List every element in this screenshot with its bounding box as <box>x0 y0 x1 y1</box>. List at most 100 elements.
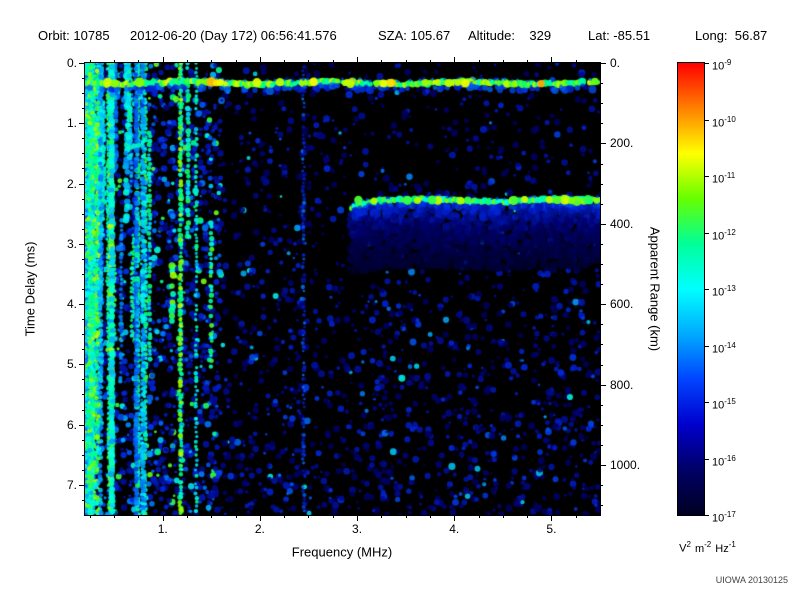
y2-minor-tick-mark <box>600 83 603 85</box>
x-minor-tick-mark <box>527 515 529 518</box>
colorbar-tick-base: 10 <box>712 512 725 525</box>
y2-tick-label: 600. <box>610 297 634 312</box>
colorbar-tick-label: 10-15 <box>712 395 736 413</box>
colorbar-tick-label: 10-9 <box>712 56 731 74</box>
y-tick-label: 6. <box>66 417 77 432</box>
colorbar-tick-label: 10-11 <box>712 169 735 187</box>
colorbar-tick-label: 10-14 <box>712 339 736 357</box>
y-tick-mark <box>79 304 85 306</box>
x-tick-label: 2. <box>254 522 265 536</box>
y-tick-label: 3. <box>66 236 77 251</box>
colorbar-tick-exp: -10 <box>724 114 736 124</box>
y2-minor-tick-mark <box>600 103 603 105</box>
header-long: Long: 56.87 <box>695 28 768 43</box>
x-minor-tick-mark <box>308 60 310 63</box>
y-minor-tick-mark <box>82 439 85 441</box>
x-tick-mark <box>259 515 261 521</box>
unit-exp: -1 <box>728 540 736 549</box>
header-datetime: 2012-06-20 (Day 172) 06:56:41.576 <box>130 28 337 43</box>
colorbar-tick-label: 10-17 <box>712 508 736 526</box>
colorbar-tick-mark <box>704 232 709 234</box>
y-minor-tick-mark <box>82 469 85 471</box>
x-minor-tick-mark <box>405 60 407 63</box>
y2-axis-title: Apparent Range (km) <box>647 226 663 352</box>
y2-tick-label: 400. <box>610 216 634 231</box>
y-tick-label: 1. <box>66 116 77 131</box>
y2-minor-tick-mark <box>600 424 603 426</box>
colorbar-tick-base: 10 <box>712 60 725 73</box>
y-minor-tick-mark <box>82 258 85 260</box>
y-tick-label: 5. <box>66 357 77 372</box>
y2-minor-tick-mark <box>600 364 603 366</box>
x-tick-mark <box>162 57 164 63</box>
colorbar-tick-base: 10 <box>712 117 725 130</box>
watermark: UIOWA 20130125 <box>715 575 788 585</box>
colorbar-tick-mark <box>704 119 709 121</box>
colorbar-unit-label: V2 m-2 Hz-1 <box>650 540 765 555</box>
colorbar-tick-base: 10 <box>712 230 725 243</box>
y-minor-tick-mark <box>82 108 85 110</box>
y2-minor-tick-mark <box>600 324 603 326</box>
y2-tick-mark <box>600 223 606 225</box>
x-minor-tick-mark <box>429 60 431 63</box>
colorbar-tick-exp: -17 <box>724 510 736 519</box>
y2-minor-tick-mark <box>600 505 603 507</box>
x-minor-tick-mark <box>575 60 577 63</box>
x-axis-title: Frequency (MHz) <box>291 544 393 560</box>
x-tick-mark <box>357 515 359 521</box>
x-minor-tick-mark <box>429 515 431 518</box>
y-minor-tick-mark <box>82 349 85 351</box>
colorbar-tick-label: 10-16 <box>712 452 736 470</box>
x-minor-tick-mark <box>502 60 504 63</box>
y2-minor-tick-mark <box>600 123 603 125</box>
colorbar-tick-base: 10 <box>712 399 725 412</box>
colorbar-tick-mark <box>704 515 709 516</box>
y-tick-label: 2. <box>66 176 77 191</box>
colorbar-tick-label: 10-12 <box>712 226 736 244</box>
y-minor-tick-mark <box>82 334 85 336</box>
y2-tick-mark <box>600 384 606 386</box>
y2-minor-tick-mark <box>600 404 603 406</box>
x-minor-tick-mark <box>284 60 286 63</box>
y2-minor-tick-mark <box>600 203 603 205</box>
y2-minor-tick-mark <box>600 264 603 266</box>
unit-part: V <box>679 542 687 555</box>
x-minor-tick-mark <box>527 60 529 63</box>
x-tick-mark <box>357 57 359 63</box>
y2-tick-label: 0. <box>610 56 621 70</box>
y2-tick-mark <box>600 304 606 306</box>
y2-minor-tick-mark <box>600 183 603 185</box>
colorbar-tick-base: 10 <box>712 343 725 356</box>
colorbar-tick-mark <box>704 176 709 177</box>
x-minor-tick-mark <box>114 60 116 63</box>
y2-minor-tick-mark <box>600 485 603 487</box>
y-minor-tick-mark <box>82 409 85 411</box>
y2-tick-label: 800. <box>610 377 634 392</box>
colorbar <box>677 62 705 516</box>
y2-minor-tick-mark <box>600 344 603 346</box>
colorbar-tick-label: 10-10 <box>712 113 736 131</box>
y-tick-label: 0. <box>66 56 77 70</box>
x-minor-tick-mark <box>332 515 334 518</box>
colorbar-tick-exp: -11 <box>724 171 736 180</box>
header-altitude: Altitude: 329 <box>468 28 552 43</box>
y-minor-tick-mark <box>82 78 85 80</box>
x-minor-tick-mark <box>502 515 504 518</box>
x-tick-mark <box>551 57 553 63</box>
x-tick-mark <box>454 515 456 521</box>
x-minor-tick-mark <box>381 515 383 518</box>
unit-part: m <box>694 542 705 555</box>
y-minor-tick-mark <box>82 138 85 140</box>
x-minor-tick-mark <box>308 515 310 518</box>
y-axis-title: Time Delay (ms) <box>22 241 38 337</box>
y-minor-tick-mark <box>82 394 85 396</box>
x-tick-label: 3. <box>352 522 363 536</box>
x-minor-tick-mark <box>89 60 91 63</box>
colorbar-tick-mark <box>704 63 709 64</box>
y-minor-tick-mark <box>82 289 85 290</box>
x-tick-label: 4. <box>449 522 460 536</box>
header-lat: Lat: -85.51 <box>588 28 651 43</box>
x-minor-tick-mark <box>235 515 237 518</box>
y2-tick-mark <box>600 63 606 64</box>
y-minor-tick-mark <box>82 168 85 170</box>
